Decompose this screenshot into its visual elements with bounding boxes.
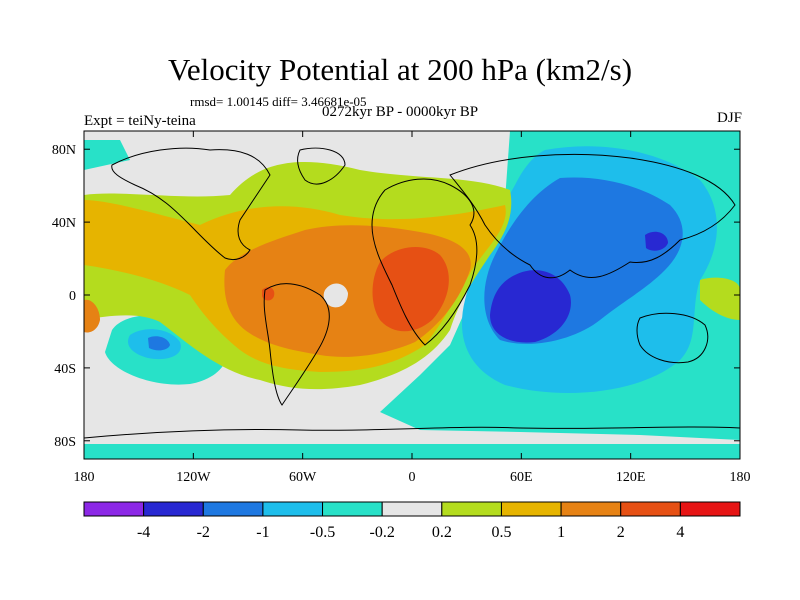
contour-midblue-spacific [148, 336, 170, 351]
colorbar-label: 0.5 [491, 524, 511, 541]
colorbar-label: -0.5 [310, 524, 335, 541]
y-axis: 80N 40N 0 40S 80S [52, 143, 740, 450]
colorbar-label: 2 [617, 524, 625, 541]
y-tick-label: 0 [69, 289, 76, 304]
colorbar-label: 1 [557, 524, 565, 541]
y-tick-label: 80S [54, 435, 76, 450]
y-tick-label: 80N [52, 143, 76, 158]
x-tick-label: 120W [176, 470, 211, 485]
coast-asia [449, 153, 736, 279]
experiment-label: Expt = teiNy-teina [84, 113, 196, 129]
coast-south-america [263, 283, 330, 406]
x-tick-label: 180 [730, 470, 751, 485]
colorbar-label: -4 [137, 524, 150, 541]
colorbar-swatch [202, 501, 264, 517]
colorbar-label: -2 [197, 524, 210, 541]
colorbar-label: 0.2 [432, 524, 452, 541]
x-tick-label: 60W [289, 470, 317, 485]
colorbar-swatch [322, 501, 383, 517]
period-subtitle: 0272kyr BP - 0000kyr BP [322, 104, 479, 120]
chart-title: Velocity Potential at 200 hPa (km2/s) [167, 52, 633, 87]
colorbar-swatch [620, 501, 681, 517]
colorbar-label: 4 [676, 524, 684, 541]
y-tick-label: 40N [52, 216, 76, 231]
contour-cyan-arctic [84, 140, 130, 170]
contour-darkblue-japan [645, 231, 668, 251]
x-tick-label: 0 [409, 470, 416, 485]
colorbar: -4 -2 -1 -0.5 -0.2 0.2 0.5 1 2 4 [83, 501, 741, 541]
y-tick-label: 40S [54, 362, 76, 377]
season-label: DJF [716, 110, 742, 126]
contour-redorange [372, 246, 449, 332]
x-tick-label: 180 [74, 470, 95, 485]
contour-cyan-south [84, 444, 740, 459]
colorbar-swatch [143, 501, 204, 517]
stats-text: rmsd= 1.00145 diff= 3.46681e-05 [190, 94, 367, 109]
colorbar-swatch [560, 501, 622, 517]
coast-antarctica [84, 426, 740, 439]
colorbar-swatch [83, 501, 145, 517]
colorbar-swatch [262, 501, 324, 517]
colorbar-label: -1 [256, 524, 269, 541]
coast-greenland [297, 147, 346, 185]
contour-orange-west [84, 299, 100, 333]
x-tick-label: 60E [510, 470, 533, 485]
coastlines [84, 147, 740, 439]
coast-europe-africa [371, 178, 478, 346]
contour-green-east [700, 277, 740, 320]
contour-neutral-atlantic [323, 283, 348, 308]
colorbar-swatch [679, 501, 741, 517]
x-tick-label: 120E [616, 470, 646, 485]
colorbar-label: -0.2 [370, 524, 395, 541]
colorbar-swatch [441, 501, 502, 517]
contour-field [84, 131, 740, 459]
colorbar-swatch [381, 501, 443, 517]
colorbar-swatch [500, 501, 562, 517]
coast-north-america [111, 147, 271, 261]
contour-darkblue-indian [490, 270, 571, 343]
coast-australia [636, 312, 709, 364]
x-axis: 180 120W 60W 0 60E 120E 180 [74, 131, 751, 485]
